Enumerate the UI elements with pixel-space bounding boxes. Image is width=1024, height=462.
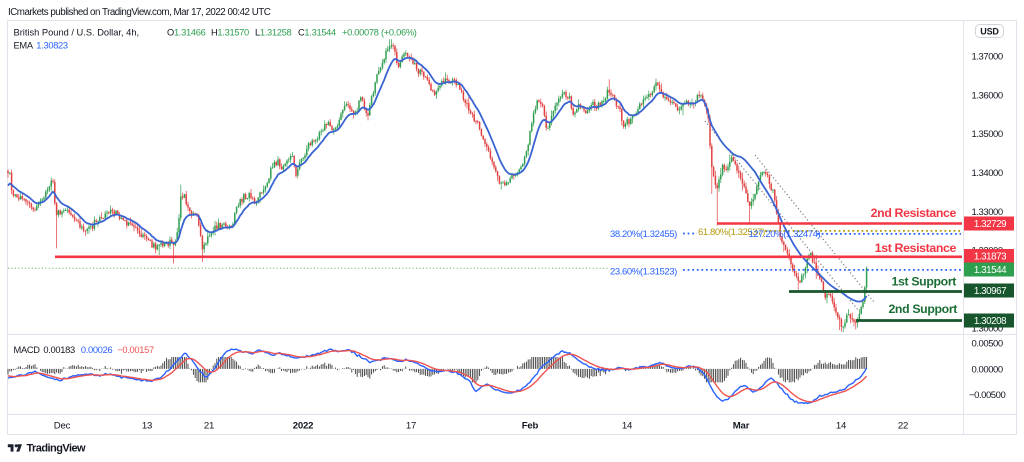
svg-text:2nd Resistance: 2nd Resistance — [871, 206, 957, 220]
svg-text:21: 21 — [204, 420, 214, 431]
svg-text:1.34000: 1.34000 — [972, 168, 1003, 179]
svg-text:14: 14 — [836, 420, 847, 431]
svg-text:1st Support: 1st Support — [892, 275, 957, 289]
svg-text:1.30000: 1.30000 — [972, 323, 1003, 334]
svg-text:1.37000: 1.37000 — [972, 51, 1003, 62]
svg-text:13: 13 — [142, 420, 152, 431]
svg-text:127.20%(1.32474): 127.20%(1.32474) — [749, 229, 821, 240]
svg-text:1.31544: 1.31544 — [974, 265, 1007, 276]
svg-text:38.20%(1.32455): 38.20%(1.32455) — [610, 229, 677, 240]
svg-text:USD: USD — [980, 26, 999, 36]
svg-text:1.30208: 1.30208 — [974, 316, 1007, 327]
svg-text:1st Resistance: 1st Resistance — [875, 241, 957, 255]
svg-text:14: 14 — [622, 420, 633, 431]
svg-text:2nd Support: 2nd Support — [888, 302, 957, 316]
svg-text:1.33000: 1.33000 — [972, 207, 1003, 218]
svg-text:Feb: Feb — [522, 420, 539, 431]
svg-text:Dec: Dec — [54, 420, 71, 431]
svg-text:ICmarkets published on Trading: ICmarkets published on TradingView.com, … — [8, 7, 271, 18]
svg-text:22: 22 — [898, 420, 908, 431]
svg-text:1.30967: 1.30967 — [974, 286, 1006, 297]
svg-text:17: 17 — [406, 420, 416, 431]
svg-text:0.00000: 0.00000 — [972, 364, 1003, 375]
svg-text:1.31873: 1.31873 — [974, 252, 1007, 263]
svg-text:23.60%(1.31523): 23.60%(1.31523) — [610, 266, 677, 277]
svg-text:1.36000: 1.36000 — [972, 90, 1003, 101]
svg-text:0.00500: 0.00500 — [972, 339, 1003, 350]
svg-text:Mar: Mar — [733, 420, 750, 431]
svg-text:1.32729: 1.32729 — [974, 219, 1006, 230]
svg-text:−0.00500: −0.00500 — [969, 390, 1005, 401]
svg-text:TradingView: TradingView — [27, 442, 87, 454]
svg-text:2022: 2022 — [293, 420, 314, 431]
svg-text:1.35000: 1.35000 — [972, 129, 1003, 140]
svg-text:British Pound / U.S. Dollar, 4: British Pound / U.S. Dollar, 4h, — [14, 28, 140, 38]
svg-text:61.80%(1.32537): 61.80%(1.32537) — [698, 227, 765, 238]
